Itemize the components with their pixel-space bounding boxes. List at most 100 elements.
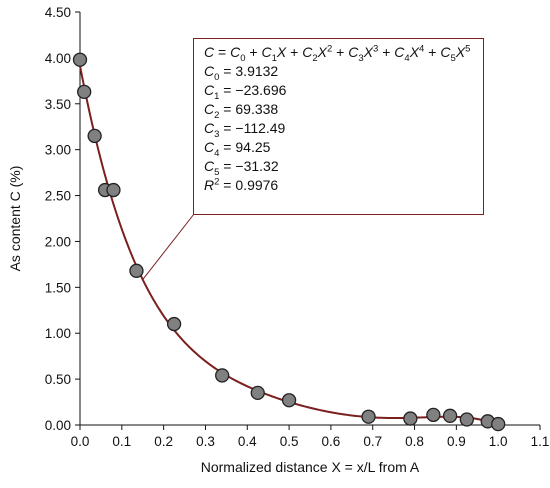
y-tick-label: 3.00: [45, 143, 71, 158]
coefficient-list: C0 = 3.9132 C1 = −23.696 C2 = 69.338 C3 = −…: [204, 62, 473, 178]
y-tick-label: 4.00: [45, 51, 71, 66]
fit-equation: C = C0 + C1X + C2X2 + C3X3 + C4X4 + C5X5: [204, 43, 473, 64]
r-squared-value: 0.9976: [235, 177, 279, 193]
equation-operator: +: [332, 44, 349, 60]
x-tick-label: 0.5: [280, 434, 299, 449]
data-points: [72, 52, 506, 432]
coefficient-subscript: 1: [214, 90, 220, 102]
equation-symbol: C: [230, 44, 241, 60]
x-tick-label: 0.3: [196, 434, 215, 449]
coefficient-symbol: C: [204, 82, 215, 98]
r-squared-equals: =: [219, 177, 236, 193]
x-tick-label: 0.4: [238, 434, 257, 449]
coefficient-symbol: C: [204, 63, 215, 79]
coefficient-value: −31.32: [235, 158, 279, 174]
coefficient-value: 94.25: [235, 139, 271, 155]
coefficient-equals: =: [219, 139, 236, 155]
coefficient-line: C5 = −31.32: [204, 157, 473, 178]
coefficient-subscript: 5: [214, 166, 220, 178]
coefficient-line: C3 = −112.49: [204, 119, 473, 140]
r-squared-symbol: R: [204, 177, 215, 193]
y-tick-label: 1.50: [45, 280, 71, 295]
coefficient-symbol: C: [204, 120, 215, 136]
coefficient-value: −23.696: [235, 82, 287, 98]
equation-exponent: 3: [373, 43, 379, 55]
coefficient-equals: =: [219, 82, 236, 98]
x-tick-label: 1.1: [531, 434, 550, 449]
y-tick-label: 1.00: [45, 326, 71, 341]
y-tick-label: 0.50: [45, 372, 71, 387]
x-axis-label: Normalized distance X = x/L from A: [201, 459, 420, 475]
r-squared-exponent: 2: [214, 176, 220, 188]
coefficient-symbol: C: [204, 139, 215, 155]
coefficient-subscript: 2: [214, 109, 220, 121]
x-tick-label: 0.2: [154, 434, 173, 449]
equation-exponent: 2: [326, 43, 333, 55]
equation-symbol: C: [394, 44, 405, 60]
equation-subscript: 3: [358, 52, 364, 64]
y-tick-label: 0.00: [45, 418, 71, 433]
equation-subscript: 5: [450, 52, 456, 64]
equation-operator: +: [424, 44, 441, 60]
y-tick-label: 2.50: [45, 189, 71, 204]
equation-variable: X: [455, 44, 466, 60]
coefficient-subscript: 4: [214, 147, 220, 159]
equation-operator: =: [214, 44, 231, 60]
x-tick-label: 0.1: [112, 434, 131, 449]
data-point: [361, 409, 376, 424]
data-point: [281, 393, 297, 408]
coefficient-subscript: 3: [214, 128, 220, 140]
coefficient-equals: =: [219, 158, 236, 174]
x-tick-label: 0.9: [447, 434, 466, 449]
equation-variable: X: [363, 44, 374, 60]
equation-operator: +: [245, 44, 262, 60]
coefficient-value: 69.338: [235, 101, 279, 117]
data-point: [72, 52, 88, 67]
y-tick-label: 3.50: [45, 97, 71, 112]
data-point: [77, 84, 92, 99]
x-tick-label: 0.7: [363, 434, 382, 449]
data-point: [426, 407, 441, 423]
equation-exponent: 5: [465, 43, 471, 55]
equation-operator: +: [286, 44, 303, 60]
data-point: [442, 408, 458, 423]
coefficient-equals: =: [219, 120, 236, 136]
coefficient-value: −112.49: [235, 120, 286, 136]
data-point: [250, 385, 265, 401]
coefficient-line: C1 = −23.696: [204, 81, 473, 102]
y-tick-label: 4.50: [45, 5, 71, 20]
coefficient-equals: =: [219, 101, 236, 117]
y-axis-ticks: 0.00 0.50 1.00 1.50 2.00 2.50 3.00 3.50 4.00 4.50: [45, 5, 80, 433]
coefficient-subscript: 0: [214, 71, 220, 83]
r-squared: R2 = 0.9976: [204, 176, 473, 195]
equation-subscript: 4: [404, 52, 410, 64]
coefficient-symbol: C: [204, 158, 215, 174]
equation-subscript: 0: [240, 52, 246, 64]
equation-symbol: C: [440, 44, 451, 60]
fit-equation-box: C = C0 + C1X + C2X2 + C3X3 + C4X4 + C5X5…: [193, 38, 484, 215]
data-point: [459, 412, 474, 427]
equation-symbol: C: [204, 44, 215, 60]
coefficient-equals: =: [219, 63, 236, 79]
x-tick-label: 1.0: [489, 434, 508, 449]
data-point: [106, 182, 121, 198]
x-tick-label: 0.8: [405, 434, 424, 449]
data-point: [166, 316, 182, 332]
x-tick-label: 0.0: [71, 434, 90, 449]
y-tick-label: 2.00: [45, 234, 71, 249]
equation-variable: X: [276, 44, 287, 60]
coefficient-line: C2 = 69.338: [204, 100, 473, 121]
x-tick-label: 0.6: [322, 434, 341, 449]
equation-variable: X: [317, 44, 327, 60]
equation-exponent: 4: [419, 43, 425, 55]
data-point: [491, 416, 506, 432]
coefficient-line: C4 = 94.25: [204, 138, 473, 159]
x-axis-ticks: 0.0 0.1 0.2 0.3 0.4 0.5 0.6 0.7 0.8 0.9 1.0 1.1: [71, 425, 550, 449]
equation-subscript: 2: [312, 52, 318, 64]
equation-symbol: C: [348, 44, 359, 60]
equation-symbol: C: [302, 44, 313, 60]
y-axis-label: As content C (%): [7, 166, 23, 272]
equation-symbol: C: [261, 44, 272, 60]
coefficient-line: C0 = 3.9132: [204, 62, 473, 83]
